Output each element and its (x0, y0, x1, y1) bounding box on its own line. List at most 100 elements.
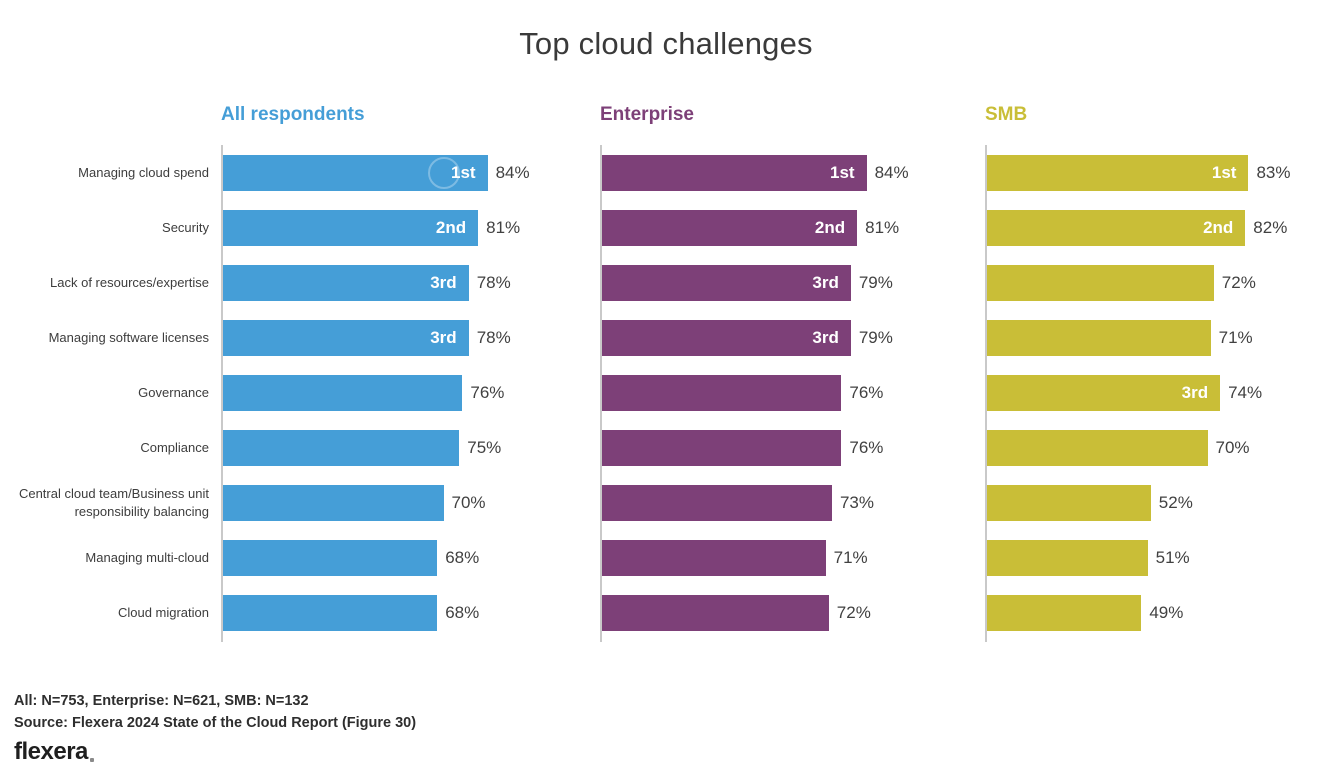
flexera-logo: flexera (14, 738, 94, 766)
bar-row: 51% (987, 530, 1332, 585)
footnote-source: Source: Flexera 2024 State of the Cloud … (14, 715, 417, 731)
bar-row: 71% (602, 530, 960, 585)
bar-all-respondents: 3rd (223, 319, 469, 356)
rank-badge: 2nd (1203, 217, 1234, 237)
bar-row: 3rd 78% (223, 310, 581, 365)
value-label: 76% (849, 382, 884, 402)
footnotes: All: N=753, Enterprise: N=621, SMB: N=13… (14, 690, 416, 734)
bar-all-respondents (223, 429, 460, 466)
category-label: Central cloud team/Business unit respons… (18, 485, 209, 519)
bar-all-respondents: 3rd (223, 264, 469, 301)
bar-row: 70% (223, 475, 581, 530)
value-label: 70% (451, 492, 486, 512)
bar-smb: 3rd (987, 374, 1221, 411)
rank-badge: 3rd (430, 272, 457, 292)
category-label: Security (162, 219, 209, 235)
bar-row: 76% (602, 420, 960, 475)
rank-badge: 3rd (430, 327, 457, 347)
value-label: 79% (858, 327, 893, 347)
bar-row: 71% (987, 310, 1332, 365)
bar-smb (987, 429, 1208, 466)
bars-all-respondents: 1st 84% 2nd 81% 3rd 78% 3rd 78% 76% 75% 70% 68% 68% (221, 145, 581, 642)
value-label: 81% (486, 217, 521, 237)
bar-smb (987, 594, 1142, 631)
bar-row: 1st 83% (987, 145, 1332, 200)
value-label: 71% (833, 547, 868, 567)
value-label: 72% (1221, 272, 1256, 292)
flexera-logo-dot-icon (89, 758, 94, 762)
rank-badge: 1st (1211, 162, 1237, 182)
value-label: 82% (1253, 217, 1288, 237)
value-label: 84% (874, 162, 909, 182)
value-label: 70% (1215, 437, 1250, 457)
bar-enterprise: 1st (602, 154, 867, 191)
value-label: 68% (445, 547, 480, 567)
bar-row: 3rd 78% (223, 255, 581, 310)
value-label: 68% (445, 602, 480, 622)
bar-row: 2nd 81% (602, 200, 960, 255)
value-label: 49% (1149, 602, 1184, 622)
bar-smb (987, 484, 1151, 521)
bar-all-respondents: 1st (223, 154, 488, 191)
bar-row: 3rd 79% (602, 310, 960, 365)
panel-header-smb: SMB (985, 104, 1028, 125)
bar-all-respondents: 2nd (223, 209, 479, 246)
category-label: Compliance (140, 439, 209, 455)
bars-smb: 1st 83% 2nd 82% 72% 71% 3rd 74% 70% 52% 51% 49% (985, 145, 1332, 642)
value-label: 78% (476, 327, 511, 347)
category-label: Cloud migration (117, 604, 209, 620)
bar-row: 76% (223, 365, 581, 420)
value-label: 75% (467, 437, 502, 457)
value-label: 51% (1155, 547, 1190, 567)
rank-badge: 3rd (1181, 382, 1209, 402)
value-label: 71% (1218, 327, 1253, 347)
value-label: 72% (836, 602, 871, 622)
category-label: Governance (138, 384, 209, 400)
rank-badge: 3rd (812, 272, 839, 292)
bar-row: 73% (602, 475, 960, 530)
bar-enterprise: 3rd (602, 264, 851, 301)
bar-row: 1st 84% (223, 145, 581, 200)
value-label: 84% (495, 162, 530, 182)
bar-enterprise: 2nd (602, 209, 858, 246)
flexera-logo-text: flexera (14, 738, 88, 765)
bar-all-respondents (223, 539, 438, 576)
bar-row: 3rd 74% (987, 365, 1332, 420)
value-label: 76% (849, 437, 884, 457)
category-label: Managing cloud spend (78, 164, 209, 180)
bar-row: 1st 84% (602, 145, 960, 200)
bar-row: 72% (987, 255, 1332, 310)
bar-smb (987, 319, 1211, 356)
bar-row: 2nd 81% (223, 200, 581, 255)
value-label: 78% (476, 272, 511, 292)
panel-header-enterprise: Enterprise (600, 104, 694, 125)
bar-smb: 2nd (987, 209, 1246, 246)
category-label: Lack of resources/expertise (50, 274, 209, 290)
panel-all-respondents: All respondents 1st 84% 2nd 81% 3rd 78% 3rd 78%… (221, 104, 581, 642)
category-label: Managing multi-cloud (85, 549, 209, 565)
bar-row: 3rd 79% (602, 255, 960, 310)
bar-all-respondents (223, 374, 463, 411)
bar-row: 70% (987, 420, 1332, 475)
bar-row: 49% (987, 585, 1332, 640)
bar-all-respondents (223, 484, 444, 521)
bar-row: 2nd 82% (987, 200, 1332, 255)
category-labels-column: Managing cloud spend Security Lack of reso… (0, 145, 209, 640)
bar-smb (987, 264, 1214, 301)
value-label: 81% (865, 217, 900, 237)
bar-enterprise (602, 429, 842, 466)
value-label: 83% (1256, 162, 1291, 182)
panel-enterprise: Enterprise 1st 84% 2nd 81% 3rd 79% 3rd 79% 76% 76… (600, 104, 960, 642)
rank-badge: 3rd (812, 327, 839, 347)
bar-enterprise (602, 539, 826, 576)
chart-title: Top cloud challenges (519, 26, 813, 61)
value-label: 73% (839, 492, 874, 512)
bar-enterprise (602, 484, 832, 521)
bars-enterprise: 1st 84% 2nd 81% 3rd 79% 3rd 79% 76% 76% 73% 71% 72% (600, 145, 960, 642)
value-label: 76% (470, 382, 505, 402)
footnote-sample-sizes: All: N=753, Enterprise: N=621, SMB: N=13… (14, 693, 309, 709)
highlight-ring-icon (427, 156, 460, 189)
value-label: 79% (858, 272, 893, 292)
category-label: Managing software licenses (48, 329, 209, 345)
panel-header-all-respondents: All respondents (221, 104, 365, 125)
